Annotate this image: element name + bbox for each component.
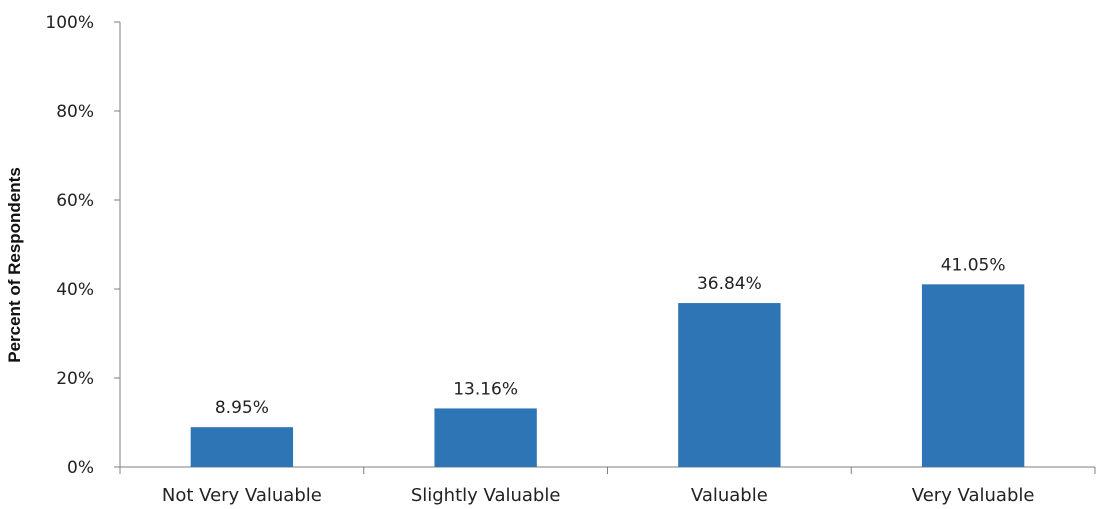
y-tick-label: 0%	[67, 458, 94, 478]
x-tick-label: Not Very Valuable	[162, 485, 322, 506]
bar	[190, 427, 294, 467]
y-tick-label: 100%	[45, 13, 94, 33]
x-tick-label: Very Valuable	[912, 485, 1035, 506]
labels: 8.95% Not Very Valuable 13.16% Slightly Val…	[162, 255, 1035, 506]
x-tick-label: Valuable	[691, 485, 768, 506]
data-label: 13.16%	[453, 379, 518, 399]
bars	[190, 284, 1025, 467]
x-tick-label: Slightly Valuable	[411, 485, 561, 506]
y-axis-title: Percent of Respondents	[5, 167, 24, 363]
bar	[434, 408, 537, 467]
bar	[921, 284, 1025, 467]
y-tick-label: 20%	[56, 369, 94, 389]
y-tick-label: 40%	[56, 280, 94, 300]
y-tick-label: 80%	[56, 102, 94, 122]
data-label: 36.84%	[697, 274, 762, 294]
bar	[678, 303, 781, 467]
y-tick-label: 60%	[56, 191, 94, 211]
data-label: 8.95%	[215, 398, 269, 418]
data-label: 41.05%	[941, 255, 1006, 275]
